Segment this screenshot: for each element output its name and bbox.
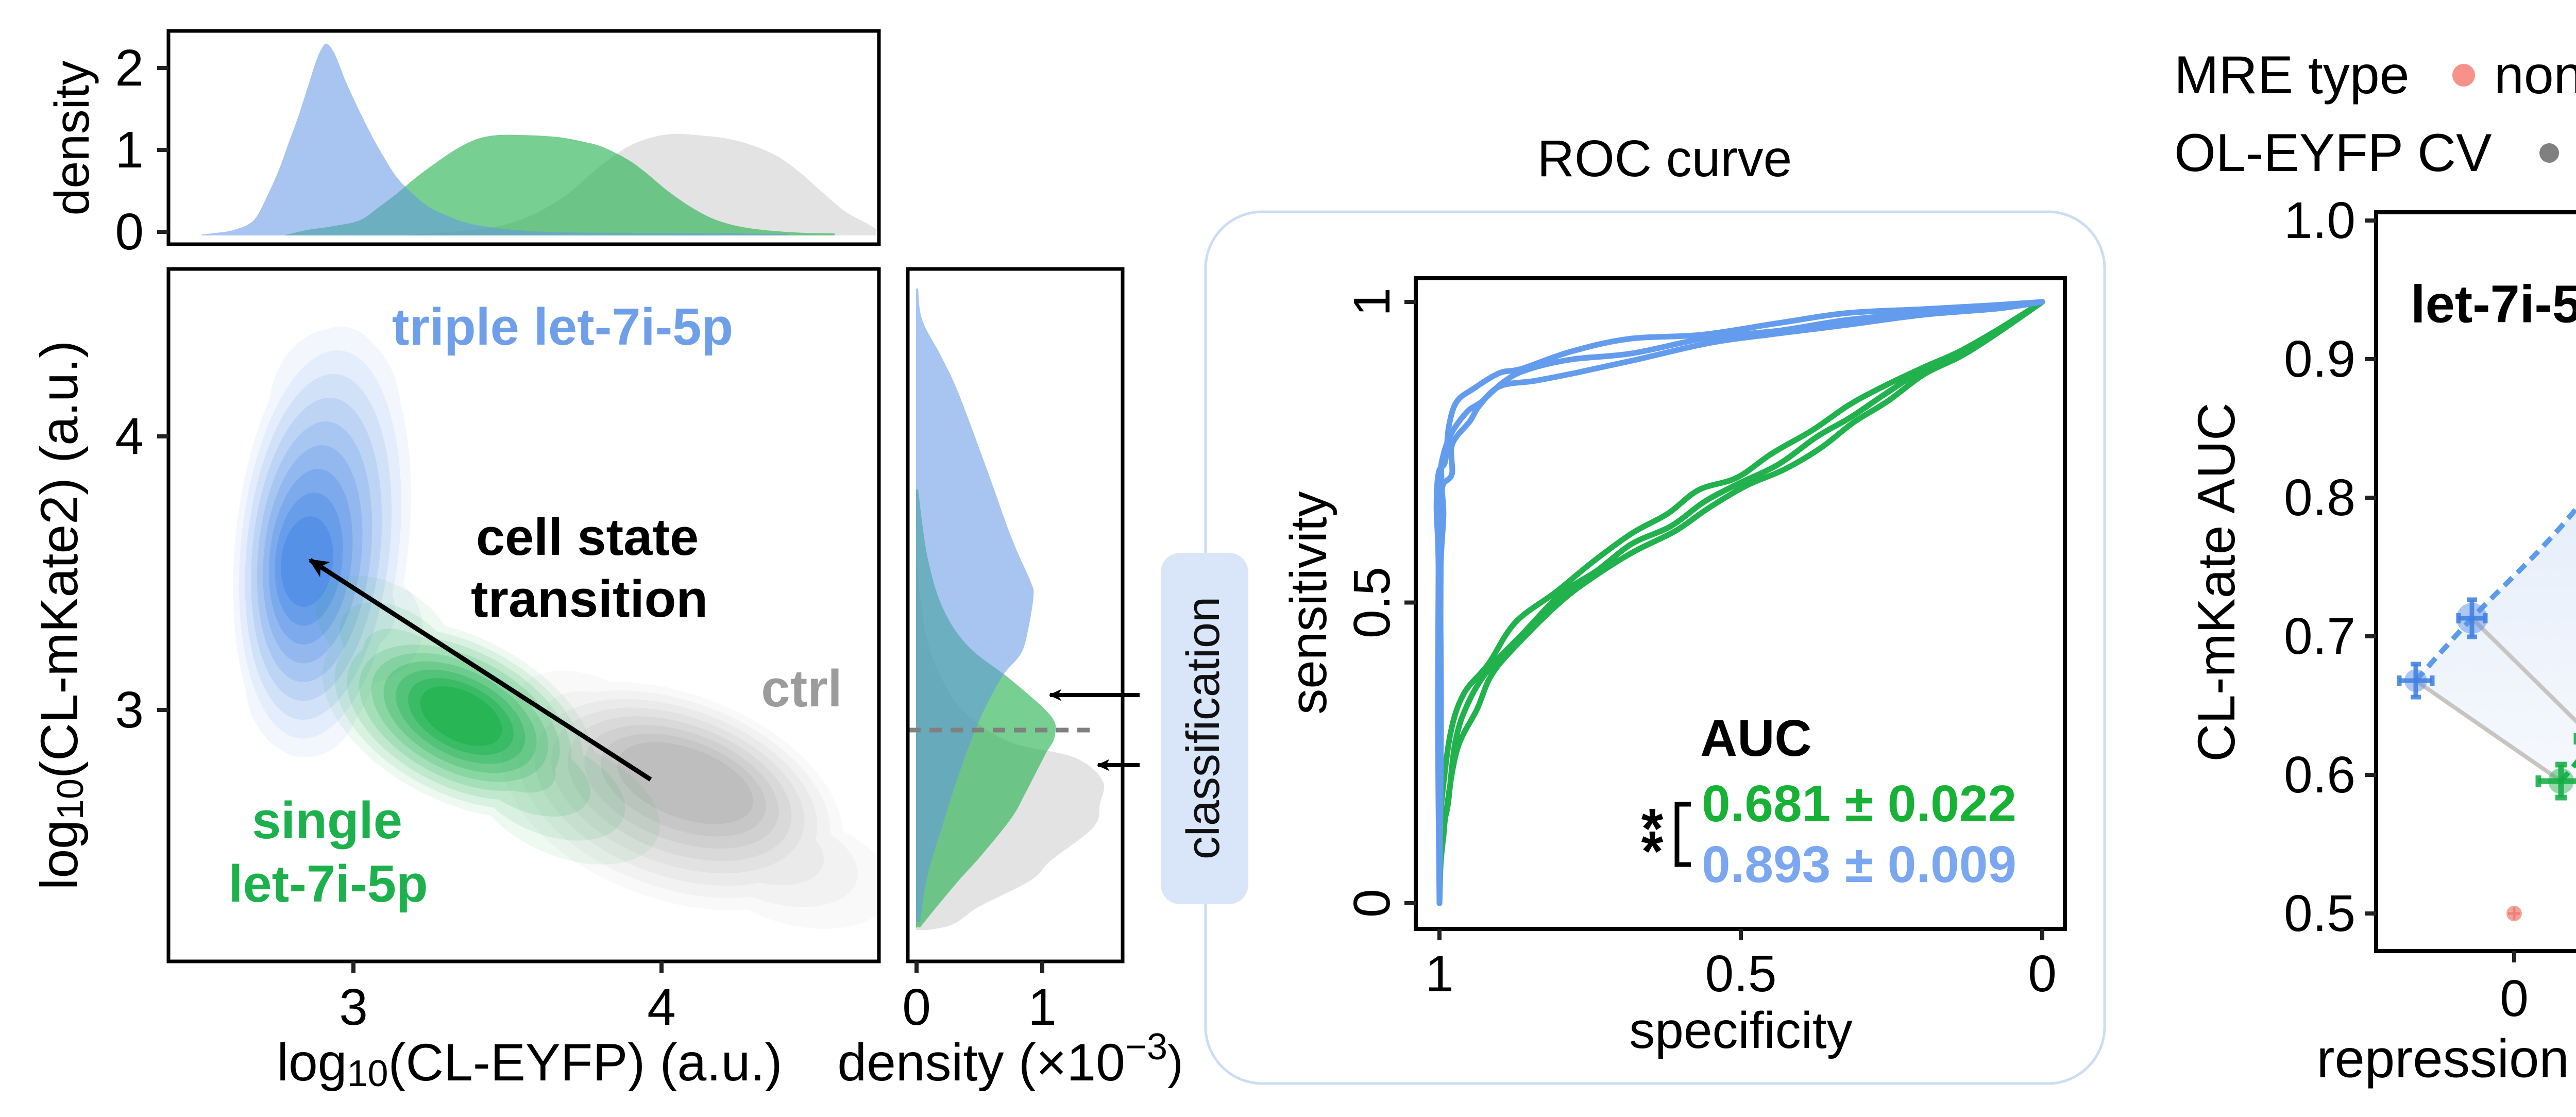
- svg-text:*: *: [1641, 820, 1664, 883]
- svg-text:1: 1: [1425, 945, 1454, 1003]
- svg-text:OL-EYFP CV: OL-EYFP CV: [2174, 123, 2492, 183]
- svg-text:let-7i-5p: let-7i-5p: [2411, 275, 2576, 334]
- svg-text:repression strength (R of OL-E: repression strength (R of OL-EYFP): [2317, 1029, 2576, 1089]
- svg-text:0: 0: [115, 203, 144, 261]
- svg-text:*: *: [1641, 797, 1664, 860]
- svg-text:0: 0: [1343, 889, 1401, 918]
- svg-text:MRE type: MRE type: [2174, 45, 2410, 105]
- svg-text:let-7i-5p: let-7i-5p: [228, 855, 428, 913]
- svg-text:single: single: [252, 792, 402, 850]
- svg-text:3: 3: [115, 681, 144, 739]
- svg-text:sensitivity: sensitivity: [1280, 491, 1337, 714]
- svg-text:1: 1: [1343, 287, 1401, 316]
- svg-text:specificity: specificity: [1629, 1002, 1852, 1059]
- svg-text:0.5: 0.5: [1343, 567, 1401, 638]
- svg-text:ROC curve: ROC curve: [1537, 130, 1792, 188]
- svg-text:AUC: AUC: [1700, 709, 1812, 767]
- svg-text:triple let-7i-5p: triple let-7i-5p: [392, 298, 733, 356]
- svg-text:0.5: 0.5: [2284, 885, 2355, 942]
- svg-text:3: 3: [339, 978, 368, 1036]
- svg-text:1: 1: [115, 121, 144, 179]
- svg-text:0: 0: [2028, 945, 2057, 1003]
- svg-text:4: 4: [647, 978, 676, 1036]
- svg-text:none: none: [2494, 45, 2576, 105]
- svg-text:0.5: 0.5: [1705, 945, 1776, 1003]
- svg-text:0.6: 0.6: [2284, 746, 2355, 804]
- svg-text:CL-mKate AUC: CL-mKate AUC: [2187, 402, 2246, 761]
- svg-text:classification: classification: [1178, 597, 1229, 859]
- svg-text:density: density: [45, 60, 99, 216]
- svg-text:1: 1: [1028, 978, 1057, 1036]
- svg-text:0.9: 0.9: [2284, 330, 2355, 388]
- svg-text:2: 2: [115, 39, 144, 97]
- svg-text:log10(CL-EYFP) (a.u.): log10(CL-EYFP) (a.u.): [277, 1033, 782, 1094]
- svg-text:1.0: 1.0: [2284, 192, 2355, 249]
- svg-text:4: 4: [115, 408, 144, 465]
- svg-text:0: 0: [902, 978, 931, 1036]
- svg-text:0.8: 0.8: [2284, 469, 2355, 527]
- svg-text:transition: transition: [471, 570, 708, 628]
- svg-text:0.681 ± 0.022: 0.681 ± 0.022: [1702, 775, 2016, 833]
- svg-text:cell state: cell state: [476, 509, 699, 566]
- svg-text:ctrl: ctrl: [761, 660, 842, 718]
- svg-text:0: 0: [2500, 970, 2529, 1027]
- svg-text:0.7: 0.7: [2284, 607, 2355, 665]
- svg-text:0.893 ± 0.009: 0.893 ± 0.009: [1702, 836, 2016, 893]
